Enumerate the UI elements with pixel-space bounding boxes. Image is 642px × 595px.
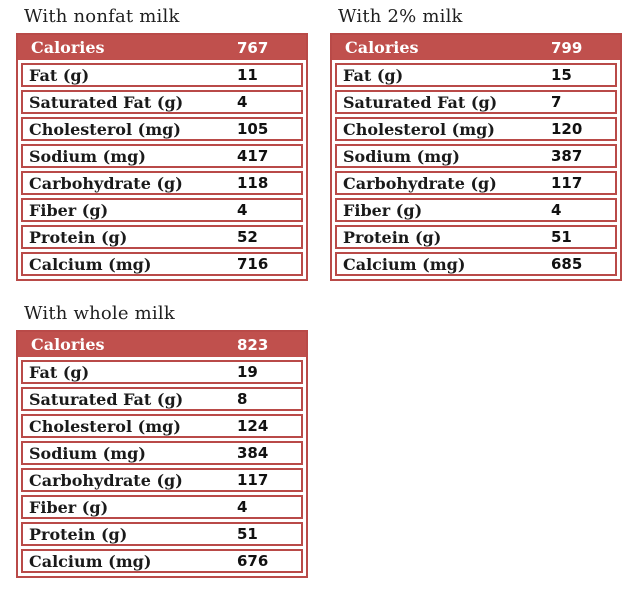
table-row: Calcium (mg) 716 [21, 252, 303, 276]
row-label-cell: Saturated Fat (g) [29, 389, 184, 409]
table-title: With nonfat milk [24, 6, 180, 27]
row-label-cell: Protein (g) [29, 524, 128, 544]
table-row: Saturated Fat (g) 8 [21, 387, 303, 411]
table-row: Saturated Fat (g) 7 [335, 90, 617, 114]
table-row: Calcium (mg) 676 [21, 549, 303, 573]
row-value-cell: 417 [237, 147, 269, 165]
nutrition-table: Calories 823 Fat (g) 19 Saturated Fat (g… [16, 330, 308, 578]
table-row: Sodium (mg) 387 [335, 144, 617, 168]
row-value-cell: 8 [237, 390, 248, 408]
table-header-row: Calories 823 [18, 332, 306, 357]
table-row: Fat (g) 11 [21, 63, 303, 87]
row-label-cell: Carbohydrate (g) [29, 173, 183, 193]
row-value-cell: 52 [237, 228, 258, 246]
row-label-cell: Saturated Fat (g) [29, 92, 184, 112]
table-row: Cholesterol (mg) 120 [335, 117, 617, 141]
row-label-cell: Fiber (g) [29, 200, 109, 220]
row-label-cell: Sodium (mg) [29, 443, 146, 463]
milk-section-nonfat: With nonfat milk Calories 767 Fat (g) 11… [16, 6, 308, 281]
header-label-cell: Calories [31, 38, 105, 57]
table-row: Sodium (mg) 417 [21, 144, 303, 168]
row-label-cell: Carbohydrate (g) [29, 470, 183, 490]
row-label-cell: Protein (g) [343, 227, 442, 247]
table-title: With 2% milk [338, 6, 463, 27]
table-row: Fiber (g) 4 [21, 198, 303, 222]
table-row: Fat (g) 15 [335, 63, 617, 87]
table-header-row: Calories 799 [332, 35, 620, 60]
row-label-cell: Cholesterol (mg) [29, 119, 181, 139]
row-value-cell: 676 [237, 552, 269, 570]
row-label-cell: Saturated Fat (g) [343, 92, 498, 112]
table-row: Protein (g) 52 [21, 225, 303, 249]
table-row: Fiber (g) 4 [21, 495, 303, 519]
table-row: Carbohydrate (g) 117 [335, 171, 617, 195]
row-label-cell: Fat (g) [343, 65, 404, 85]
row-value-cell: 4 [237, 93, 248, 111]
row-value-cell: 387 [551, 147, 583, 165]
row-value-cell: 120 [551, 120, 583, 138]
nutrition-table: Calories 767 Fat (g) 11 Saturated Fat (g… [16, 33, 308, 281]
row-value-cell: 716 [237, 255, 269, 273]
header-value-cell: 799 [551, 38, 583, 57]
row-label-cell: Fat (g) [29, 362, 90, 382]
row-label-cell: Carbohydrate (g) [343, 173, 497, 193]
table-row: Sodium (mg) 384 [21, 441, 303, 465]
header-label-cell: Calories [345, 38, 419, 57]
row-label-cell: Sodium (mg) [343, 146, 460, 166]
row-label-cell: Protein (g) [29, 227, 128, 247]
row-value-cell: 384 [237, 444, 269, 462]
table-row: Fiber (g) 4 [335, 198, 617, 222]
row-value-cell: 19 [237, 363, 258, 381]
row-value-cell: 4 [237, 498, 248, 516]
row-label-cell: Cholesterol (mg) [29, 416, 181, 436]
row-value-cell: 105 [237, 120, 269, 138]
row-label-cell: Calcium (mg) [29, 551, 152, 571]
table-row: Cholesterol (mg) 105 [21, 117, 303, 141]
table-row: Saturated Fat (g) 4 [21, 90, 303, 114]
row-value-cell: 118 [237, 174, 269, 192]
nutrition-table: Calories 799 Fat (g) 15 Saturated Fat (g… [330, 33, 622, 281]
row-value-cell: 117 [551, 174, 583, 192]
row-label-cell: Fiber (g) [343, 200, 423, 220]
row-value-cell: 51 [551, 228, 572, 246]
row-value-cell: 15 [551, 66, 572, 84]
table-row: Carbohydrate (g) 117 [21, 468, 303, 492]
table-row: Protein (g) 51 [335, 225, 617, 249]
row-value-cell: 11 [237, 66, 258, 84]
row-value-cell: 4 [237, 201, 248, 219]
table-row: Calcium (mg) 685 [335, 252, 617, 276]
table-row: Carbohydrate (g) 118 [21, 171, 303, 195]
table-title: With whole milk [24, 303, 175, 324]
row-value-cell: 51 [237, 525, 258, 543]
milk-section-whole: With whole milk Calories 823 Fat (g) 19 … [16, 303, 308, 578]
row-value-cell: 124 [237, 417, 269, 435]
row-label-cell: Sodium (mg) [29, 146, 146, 166]
row-value-cell: 7 [551, 93, 562, 111]
table-row: Protein (g) 51 [21, 522, 303, 546]
row-label-cell: Calcium (mg) [29, 254, 152, 274]
table-row: Cholesterol (mg) 124 [21, 414, 303, 438]
header-value-cell: 823 [237, 335, 269, 354]
table-row: Fat (g) 19 [21, 360, 303, 384]
header-value-cell: 767 [237, 38, 269, 57]
row-value-cell: 117 [237, 471, 269, 489]
table-header-row: Calories 767 [18, 35, 306, 60]
row-label-cell: Calcium (mg) [343, 254, 466, 274]
row-label-cell: Cholesterol (mg) [343, 119, 495, 139]
row-label-cell: Fiber (g) [29, 497, 109, 517]
milk-section-2pct: With 2% milk Calories 799 Fat (g) 15 Sat… [330, 6, 622, 281]
row-value-cell: 4 [551, 201, 562, 219]
row-value-cell: 685 [551, 255, 583, 273]
row-label-cell: Fat (g) [29, 65, 90, 85]
header-label-cell: Calories [31, 335, 105, 354]
